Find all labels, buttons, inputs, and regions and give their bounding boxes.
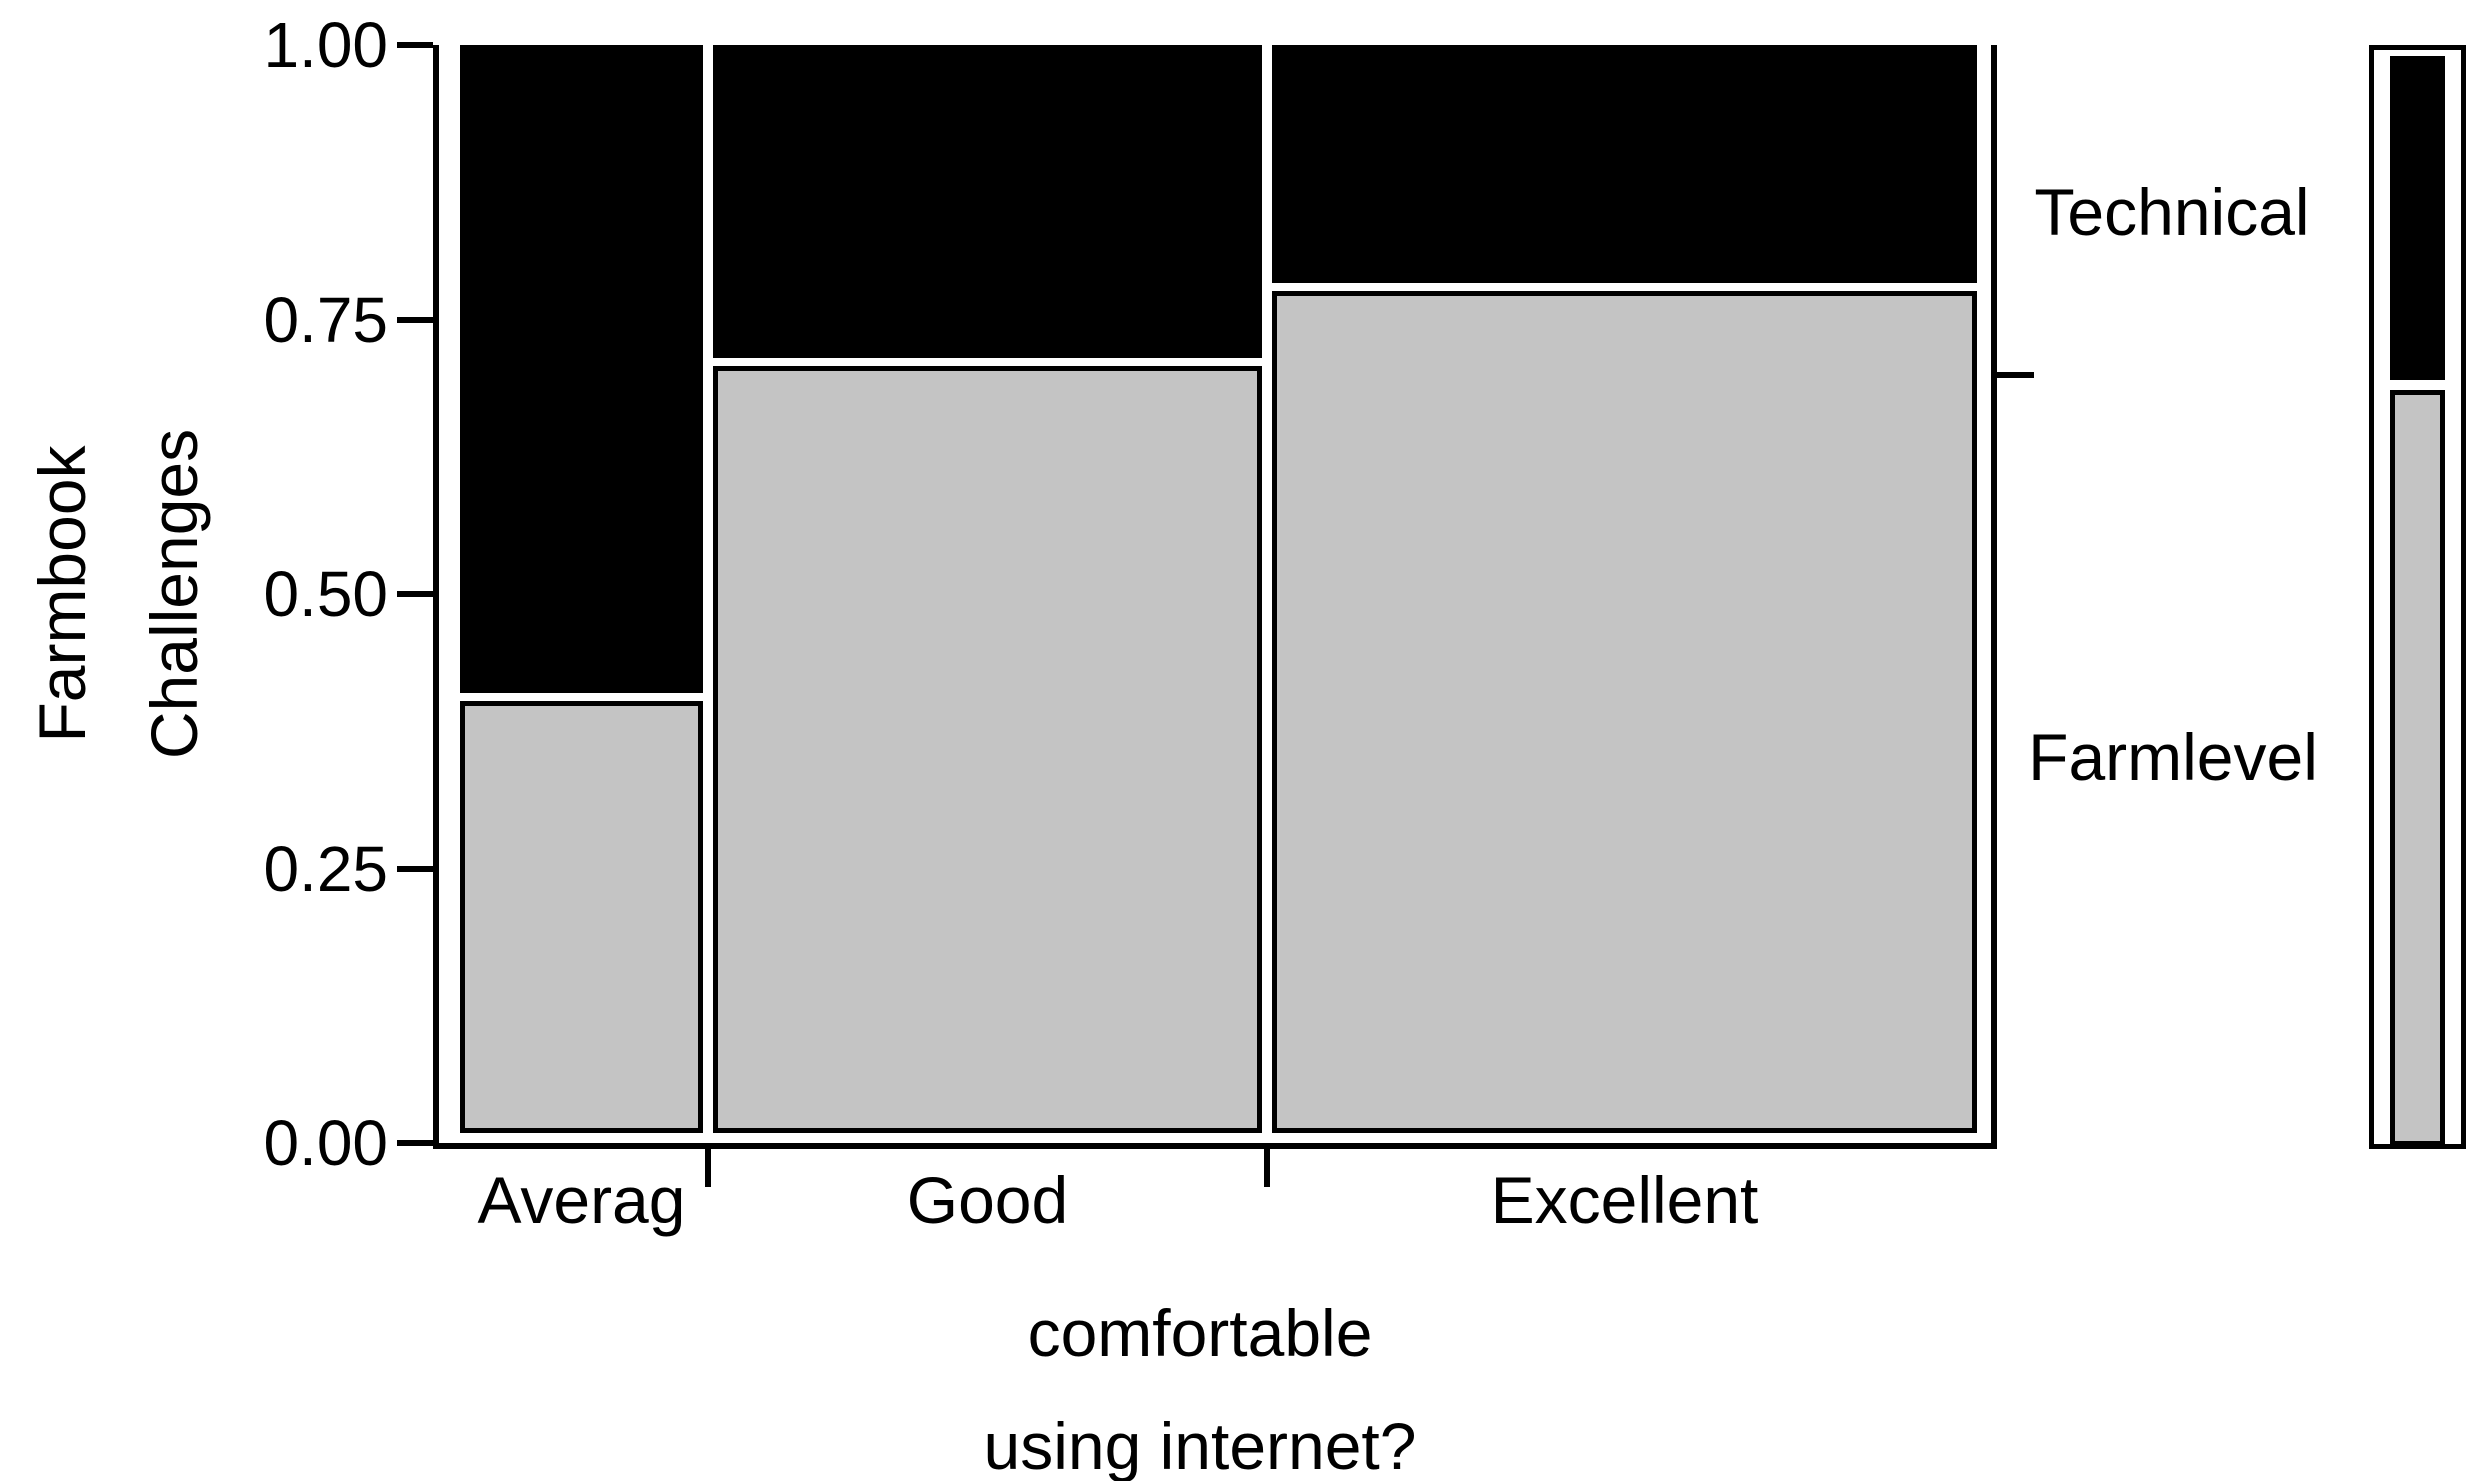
y-axis-title: Farmbook Challenges (6, 429, 230, 759)
mosaic-column-averag (460, 45, 703, 1133)
y-axis-tick (397, 42, 433, 48)
y-axis-tick-label: 0.50 (263, 558, 388, 630)
tile-farmlevel-excellent (1272, 291, 1977, 1133)
x-category-label-averag: Averag (477, 1163, 686, 1237)
tile-technical-excellent (1272, 45, 1977, 283)
mosaic-column-excellent (1272, 45, 1977, 1133)
y-axis-tick-label: 0.00 (263, 1107, 388, 1179)
legend-spine-box (2369, 45, 2466, 1149)
y-axis-tick (397, 865, 433, 872)
y-axis-title-line1: Farmbook (25, 445, 99, 743)
y-axis-tick-label: 0.25 (263, 832, 388, 905)
right-axis-split-tick (1997, 372, 2034, 378)
x-axis-line (433, 1143, 1997, 1149)
x-category-label-good: Good (906, 1163, 1069, 1237)
mosaic-column-good (713, 45, 1262, 1133)
y-category-label-technical: Technical (2034, 175, 2310, 249)
x-axis-title-line1: comfortable (1027, 1296, 1373, 1370)
x-axis-boundary-tick (705, 1149, 711, 1187)
tile-technical-good (713, 45, 1262, 358)
y-axis-tick (397, 316, 433, 323)
y-axis-tick (397, 1140, 433, 1146)
y-category-label-farmlevel: Farmlevel (2028, 720, 2318, 794)
y-axis-tick-label: 0.75 (263, 283, 388, 356)
x-category-label-excellent: Excellent (1490, 1163, 1759, 1237)
tile-farmlevel-good (713, 366, 1262, 1133)
legend-bar-farmlevel (2390, 390, 2445, 1146)
y-axis-tick-label: 1.00 (263, 9, 388, 81)
x-axis-boundary-tick (1264, 1149, 1270, 1187)
y-axis-line (433, 45, 439, 1149)
right-axis-line (1991, 45, 1997, 1149)
tile-farmlevel-averag (460, 701, 703, 1133)
x-axis-title-line2: using internet? (983, 1409, 1417, 1481)
y-axis-title-line2: Challenges (137, 428, 211, 760)
x-axis-title: comfortable using internet? (984, 1277, 1417, 1481)
tile-technical-averag (460, 45, 703, 693)
y-axis-tick (397, 591, 433, 597)
legend-bar-technical (2390, 56, 2445, 380)
